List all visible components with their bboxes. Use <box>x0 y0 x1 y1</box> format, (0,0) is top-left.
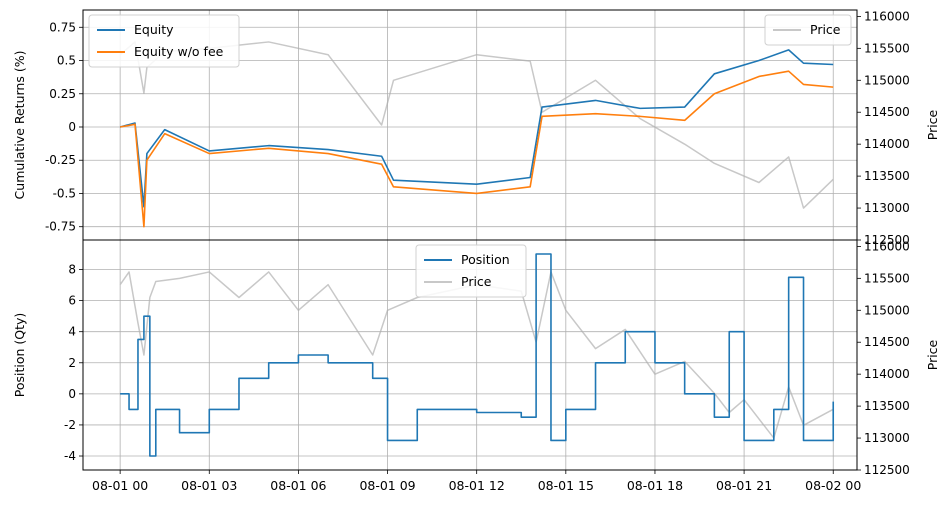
y-right-axis-label: Price <box>925 109 940 140</box>
y-right-tick-label: 115000 <box>864 73 910 87</box>
y-axis-label: Cumulative Returns (%) <box>12 51 27 200</box>
y-tick-label: 0.75 <box>49 20 76 34</box>
x-tick-label: 08-01 09 <box>359 478 415 493</box>
y-tick-label: 2 <box>68 356 76 370</box>
y-right-tick-label: 113000 <box>864 431 910 445</box>
y-right-tick-label: 116000 <box>864 239 910 253</box>
legend-label: Equity w/o fee <box>134 44 224 59</box>
top-panel: -0.75 -0.5 -0.25 0 0.25 0.5 0.75 112500 113000 11… <box>12 9 940 247</box>
y-tick-label: 0.25 <box>49 87 76 101</box>
legend-label: Equity <box>134 22 174 37</box>
plot-frame <box>82 239 858 471</box>
legend-label: Position <box>461 252 510 267</box>
x-tick-label: 08-01 03 <box>181 478 237 493</box>
y-tick-label: -0.75 <box>45 220 76 234</box>
y-right-axis-label: Price <box>925 339 940 370</box>
y-tick-label: 4 <box>68 325 76 339</box>
y-tick-label: -2 <box>64 418 76 432</box>
y-right-tick-label: 115000 <box>864 303 910 317</box>
legend-box <box>764 14 852 46</box>
y-right-tick-label: 114000 <box>864 137 910 151</box>
series-line-equity-w-o-fee <box>119 70 834 228</box>
legend-box <box>88 14 240 68</box>
x-axis: 08-01 00 08-01 03 08-01 06 08-01 09 08-01 12… <box>92 470 861 493</box>
legend-label: Price <box>461 274 492 289</box>
x-tick-label: 08-01 00 <box>92 478 148 493</box>
y-right-tick-label: 114000 <box>864 367 910 381</box>
y-tick-label: 0 <box>68 120 76 134</box>
y-right-tick-label: 116000 <box>864 9 910 23</box>
x-tick-label: 08-01 21 <box>716 478 772 493</box>
y-tick-label: 0 <box>68 387 76 401</box>
legend-box <box>415 244 527 298</box>
series-line-equity <box>119 49 834 208</box>
y-right-tick-label: 112500 <box>864 233 910 247</box>
y-tick-label: 0.5 <box>57 54 76 68</box>
x-tick-label: 08-01 12 <box>449 478 505 493</box>
bottom-panel: -4 -2 0 2 4 6 8 112500 113000 113500 114000 114500 1… <box>12 239 940 477</box>
y-right-tick-label: 112500 <box>864 463 910 477</box>
y-right-tick-label: 114500 <box>864 335 910 349</box>
y-tick-label: 6 <box>68 294 76 308</box>
y-right-tick-label: 115500 <box>864 41 910 55</box>
y-tick-label: -4 <box>64 449 76 463</box>
y-tick-label: -0.25 <box>45 153 76 167</box>
y-right-tick-label: 115500 <box>864 271 910 285</box>
x-tick-label: 08-01 06 <box>270 478 326 493</box>
y-right-tick-label: 113500 <box>864 169 910 183</box>
y-right-tick-label: 113000 <box>864 201 910 215</box>
y-tick-label: 8 <box>68 263 76 277</box>
series-line-position <box>120 253 835 457</box>
y-right-tick-label: 114500 <box>864 105 910 119</box>
y-tick-label: -0.5 <box>53 186 76 200</box>
legend-label: Price <box>810 22 841 37</box>
y-axis-label: Position (Qty) <box>12 313 27 398</box>
x-tick-label: 08-02 00 <box>805 478 861 493</box>
y-right-tick-label: 113500 <box>864 399 910 413</box>
x-tick-label: 08-01 15 <box>538 478 594 493</box>
x-tick-label: 08-01 18 <box>627 478 683 493</box>
